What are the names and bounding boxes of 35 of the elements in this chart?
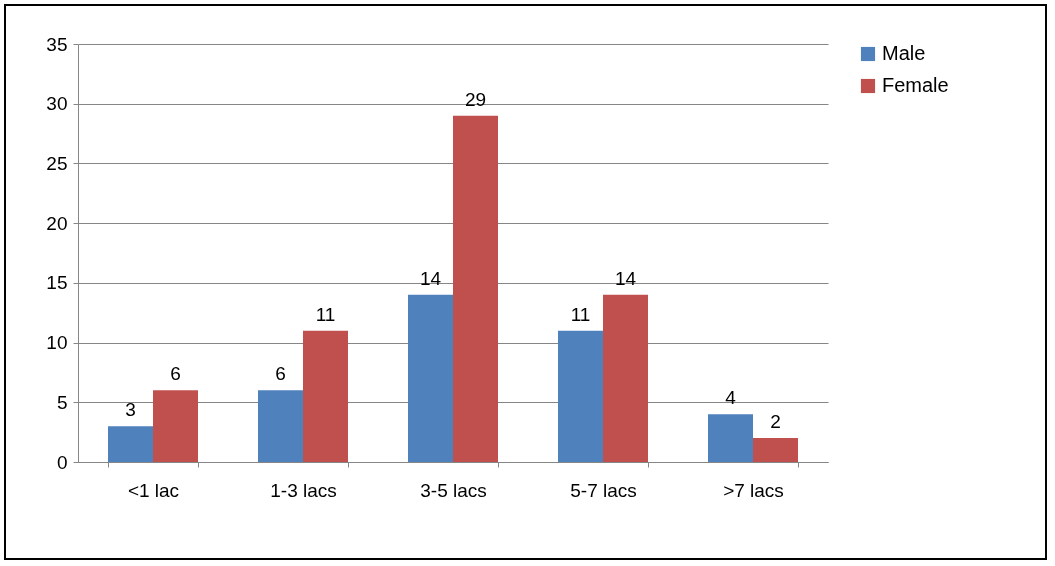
- data-label: 6: [275, 363, 286, 385]
- x-tick-label: 5-7 lacs: [570, 479, 637, 501]
- x-tick-label: 3-5 lacs: [420, 479, 487, 501]
- y-tick-label: 10: [46, 332, 68, 354]
- bar: [258, 390, 303, 462]
- x-tick-label: <1 lac: [127, 479, 180, 501]
- legend-label: Male: [882, 42, 926, 64]
- data-label: 6: [170, 363, 181, 385]
- bar: [603, 294, 648, 462]
- y-tick-label: 25: [46, 152, 68, 174]
- bar: [453, 115, 498, 462]
- x-tick-label: 1-3 lacs: [270, 479, 337, 501]
- bar: [153, 390, 198, 462]
- data-label: 11: [315, 303, 336, 325]
- data-label: 14: [419, 267, 442, 289]
- y-tick-label: 20: [46, 212, 68, 234]
- data-label: 29: [464, 88, 487, 110]
- legend-label: Female: [882, 74, 949, 96]
- x-tick-label: >7 lacs: [723, 479, 784, 501]
- y-tick-label: 30: [46, 93, 68, 115]
- data-label: 14: [614, 267, 637, 289]
- bar: [303, 330, 348, 462]
- bar: [108, 426, 153, 462]
- y-tick-label: 5: [56, 391, 68, 413]
- bar: [558, 330, 603, 462]
- y-tick-label: 0: [56, 451, 68, 473]
- y-tick-label: 15: [46, 272, 68, 294]
- bar: [708, 414, 753, 462]
- bar: [753, 438, 798, 462]
- data-label: 2: [770, 411, 781, 433]
- data-label: 3: [125, 399, 136, 421]
- bar: [408, 294, 453, 462]
- data-label: 4: [725, 387, 737, 409]
- y-tick-label: 35: [46, 33, 68, 55]
- data-label: 11: [570, 303, 591, 325]
